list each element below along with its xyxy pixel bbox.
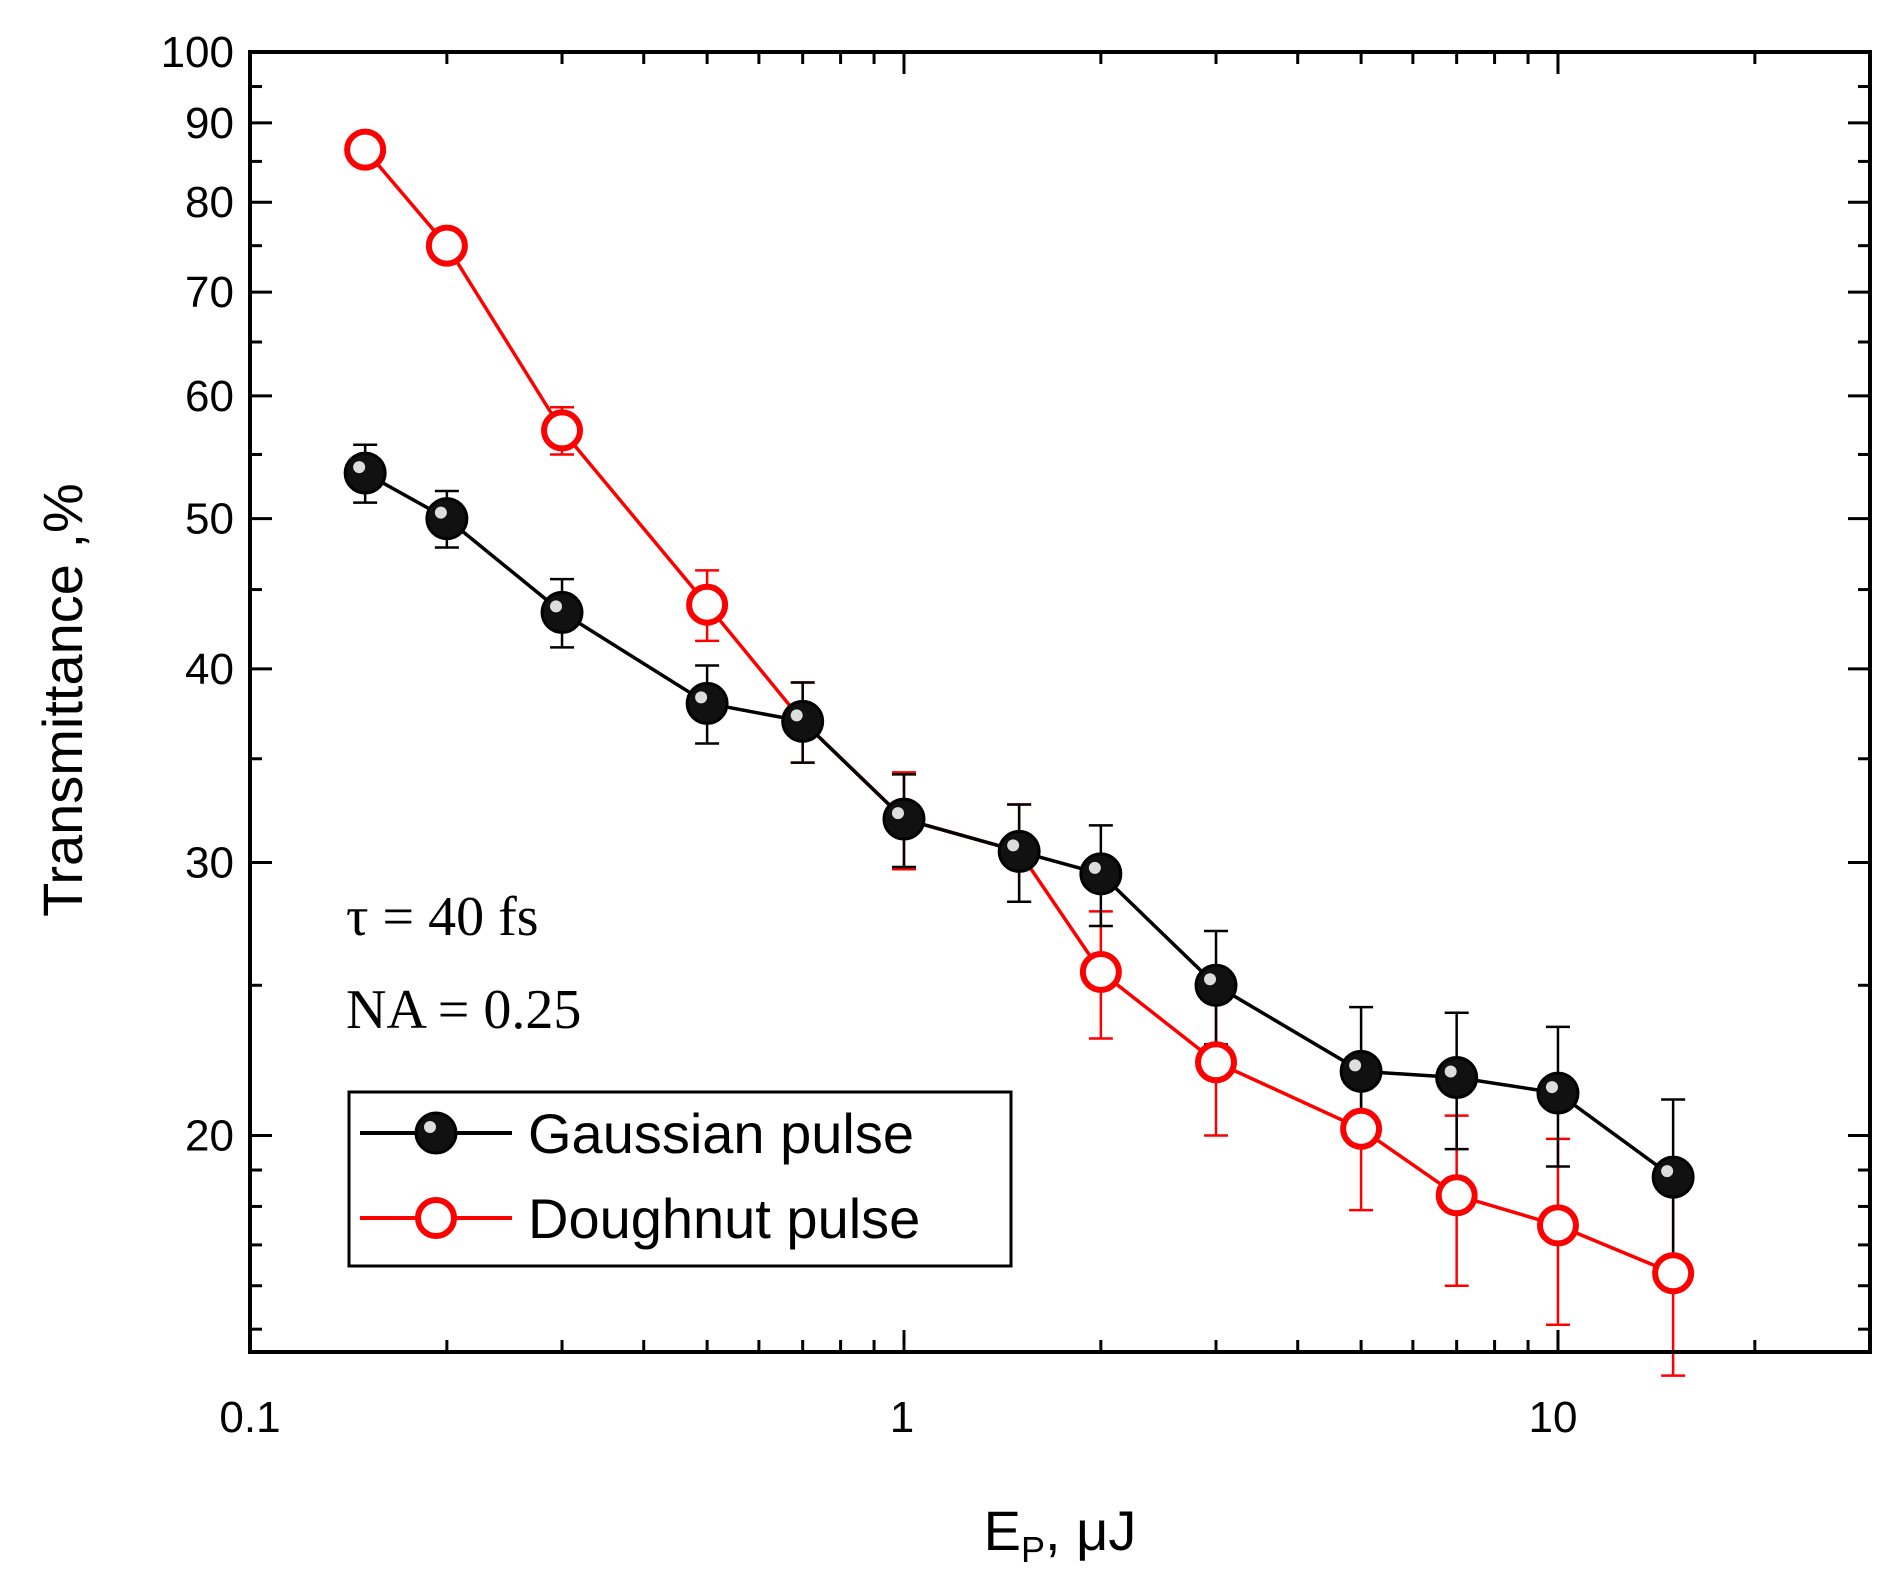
data-point-gaussian [882,797,926,841]
data-point-highlight-gaussian [1088,861,1101,874]
y-tick-label: 50 [185,495,234,544]
data-point-highlight-gaussian [790,709,803,722]
data-point-doughnut [1079,950,1122,993]
data-point-highlight-gaussian [1661,1165,1674,1178]
y-tick-label: 30 [185,839,234,888]
legend-label-gaussian: Gaussian pulse [528,1102,914,1165]
x-tick-label: 10 [1529,1393,1578,1442]
data-point-gaussian [781,699,825,743]
y-tick-label: 90 [185,99,234,148]
legend-marker-doughnut [415,1197,457,1239]
x-axis-title-unit: , μJ [1045,1499,1136,1562]
data-point-gaussian [1339,1049,1383,1093]
data-point-doughnut [1435,1174,1478,1217]
data-point-gaussian [997,829,1041,873]
legend-marker-gaussian-highlight [424,1121,436,1133]
y-tick-label: 20 [185,1112,234,1161]
data-point-gaussian [1536,1071,1580,1115]
annotation-pulse-duration: τ = 40 fs [346,886,539,948]
data-point-gaussian [1651,1155,1695,1199]
x-tick-label: 0.1 [219,1393,280,1442]
x-axis-title-subscript: P [1021,1529,1045,1570]
x-axis-title: EP, μJ [984,1499,1137,1570]
legend-label-doughnut: Doughnut pulse [528,1187,920,1250]
data-point-doughnut [1195,1041,1238,1084]
x-axis-title-main: E [984,1499,1021,1562]
y-tick-label: 40 [185,645,234,694]
data-point-gaussian [685,681,729,725]
data-point-highlight-gaussian [550,600,563,613]
data-point-gaussian [1079,852,1123,896]
data-point-highlight-gaussian [891,807,904,820]
data-point-doughnut [541,409,584,452]
data-point-highlight-gaussian [695,691,708,704]
data-point-highlight-gaussian [1444,1065,1457,1078]
data-point-doughnut [425,224,468,267]
x-tick-label: 1 [890,1393,914,1442]
y-tick-label: 100 [161,28,234,77]
data-point-gaussian [1435,1055,1479,1099]
data-point-highlight-gaussian [1007,839,1020,852]
data-point-gaussian [540,590,584,634]
y-axis-title: Transmittance ,% [31,483,94,917]
data-point-doughnut [1536,1204,1579,1247]
data-point-doughnut [1340,1107,1383,1150]
legend-marker-gaussian [414,1111,458,1155]
data-point-highlight-gaussian [434,506,447,519]
legend: Gaussian pulse Doughnut pulse [347,1090,1013,1268]
y-tick-label: 80 [185,178,234,227]
data-point-gaussian [425,497,469,541]
data-point-highlight-gaussian [1349,1059,1362,1072]
legend-box [347,1090,1013,1268]
data-point-doughnut [1652,1252,1695,1295]
y-tick-label: 60 [185,372,234,421]
y-tick-label: 70 [185,268,234,317]
annotation-numerical-aperture: NA = 0.25 [346,979,581,1041]
data-point-highlight-gaussian [1545,1081,1558,1094]
plot-frame [248,50,1872,1354]
data-point-highlight-gaussian [1204,973,1217,986]
data-point-gaussian [1194,963,1238,1007]
data-point-doughnut [344,128,387,171]
data-point-doughnut [686,583,729,626]
data-point-gaussian [343,451,387,495]
data-point-highlight-gaussian [353,461,366,474]
